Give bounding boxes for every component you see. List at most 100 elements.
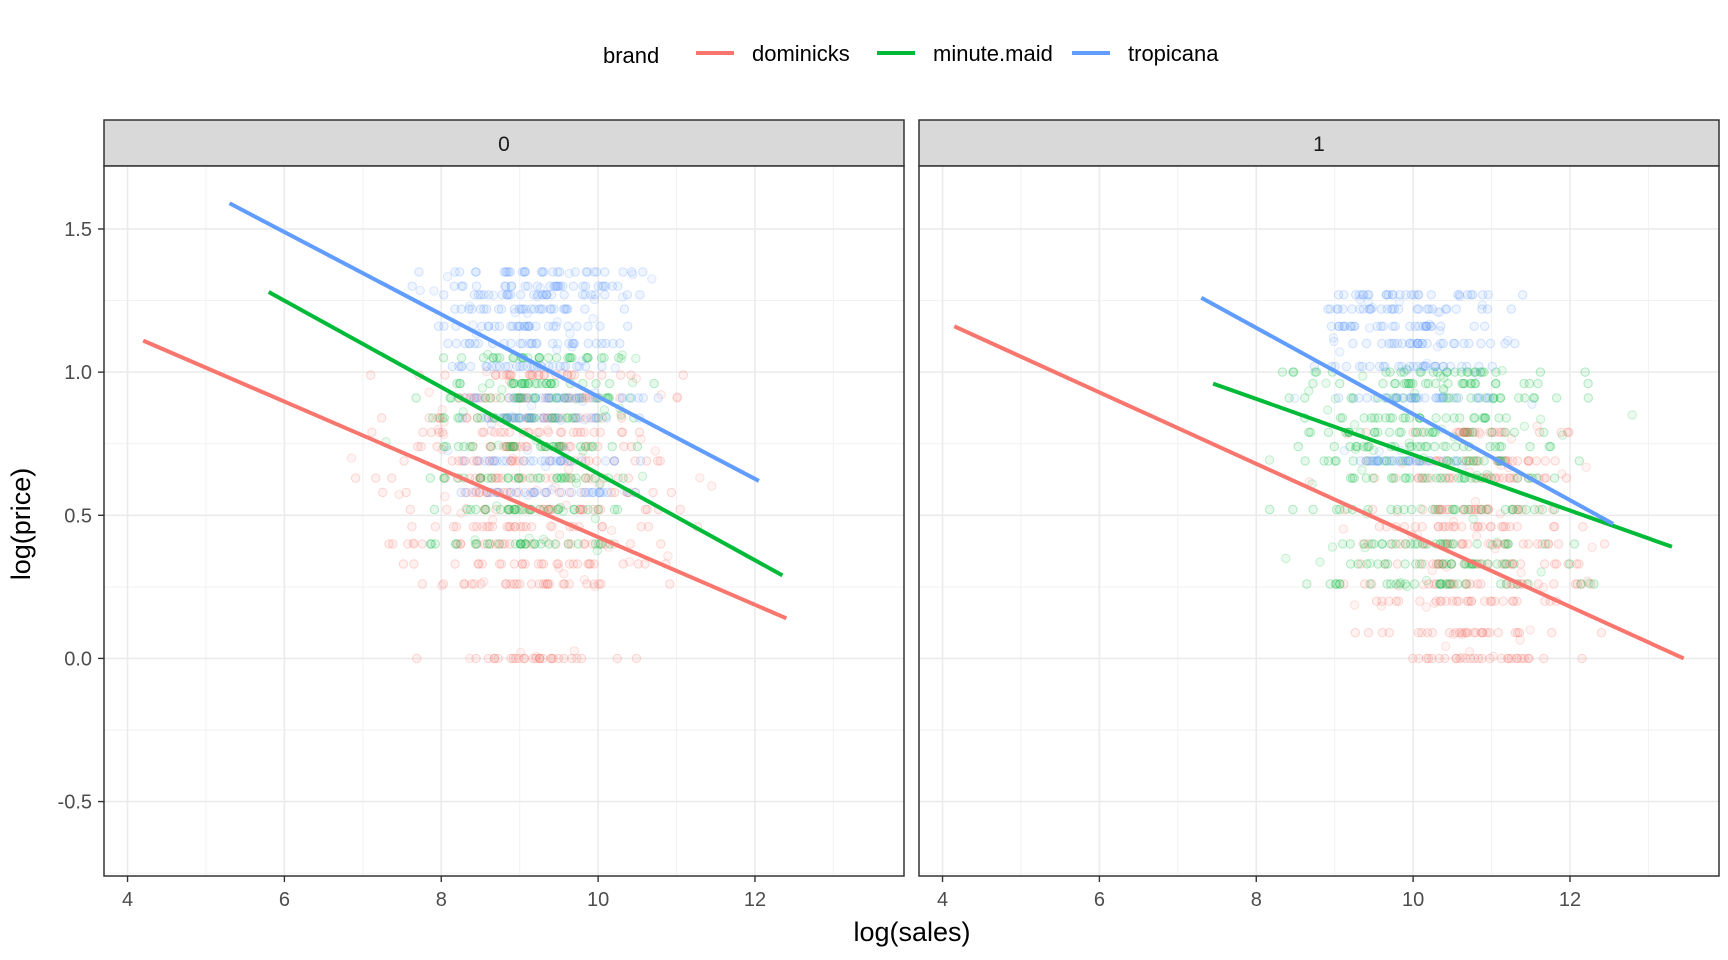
scatter-point-dominicks — [534, 370, 544, 380]
scatter-point-dominicks — [572, 559, 583, 569]
scatter-point-minute-maid — [1423, 378, 1434, 389]
scatter-point-minute-maid — [1381, 367, 1391, 377]
scatter-point-dominicks — [418, 427, 428, 437]
scatter-point-tropicana — [513, 413, 523, 423]
scatter-point-dominicks — [528, 473, 538, 483]
scatter-point-dominicks — [613, 473, 623, 483]
scatter-point-tropicana — [638, 393, 648, 403]
scatter-point-minute-maid — [1433, 504, 1443, 515]
scatter-point-tropicana — [1326, 321, 1337, 331]
facet-strip — [918, 119, 1720, 167]
scatter-point-minute-maid — [565, 473, 575, 483]
x-tick-label: 12 — [1559, 889, 1581, 911]
scatter-point-minute-maid — [1348, 456, 1359, 466]
scatter-point-minute-maid — [571, 478, 582, 488]
scatter-point-minute-maid — [1386, 504, 1396, 515]
scatter-point-tropicana — [1482, 393, 1492, 403]
scatter-point-dominicks — [581, 413, 592, 423]
scatter-point-dominicks — [1417, 522, 1428, 532]
scatter-point-dominicks — [1423, 653, 1434, 664]
scatter-point-tropicana — [1441, 304, 1452, 314]
scatter-point-dominicks — [407, 522, 417, 532]
scatter-point-dominicks — [1408, 653, 1418, 664]
scatter-point-minute-maid — [437, 413, 448, 423]
scatter-point-minute-maid — [558, 506, 568, 516]
scatter-point-tropicana — [586, 413, 596, 423]
scatter-point-tropicana — [529, 304, 540, 314]
scatter-point-tropicana — [471, 486, 481, 496]
scatter-point-dominicks — [460, 487, 470, 498]
scatter-point-tropicana — [570, 413, 581, 423]
scatter-point-dominicks — [366, 370, 376, 380]
scatter-point-minute-maid — [1409, 388, 1420, 398]
scatter-point-tropicana — [469, 393, 480, 403]
scatter-point-dominicks — [504, 441, 515, 452]
scatter-point-dominicks — [1533, 539, 1543, 549]
scatter-point-minute-maid — [520, 539, 530, 549]
scatter-point-dominicks — [559, 579, 570, 589]
scatter-point-minute-maid — [590, 539, 601, 549]
scatter-point-minute-maid — [528, 393, 538, 403]
scatter-point-dominicks — [1408, 427, 1418, 437]
scatter-point-dominicks — [648, 487, 658, 498]
scatter-point-tropicana — [1395, 290, 1405, 300]
scatter-point-dominicks — [553, 503, 564, 514]
scatter-point-dominicks — [505, 376, 515, 386]
scatter-point-tropicana — [484, 456, 494, 466]
scatter-point-tropicana — [464, 304, 474, 314]
scatter-point-dominicks — [624, 557, 635, 567]
scatter-point-dominicks — [413, 441, 423, 452]
scatter-point-tropicana — [1441, 304, 1451, 314]
scatter-point-dominicks — [575, 504, 585, 515]
scatter-point-minute-maid — [1482, 469, 1492, 480]
scatter-point-minute-maid — [559, 393, 569, 403]
scatter-point-dominicks — [451, 522, 462, 532]
scatter-point-dominicks — [581, 441, 591, 452]
scatter-point-dominicks — [1461, 579, 1472, 589]
scatter-point-minute-maid — [1417, 559, 1427, 569]
scatter-point-minute-maid — [1472, 539, 1482, 549]
scatter-point-minute-maid — [1437, 579, 1447, 589]
scatter-point-minute-maid — [1306, 427, 1316, 437]
scatter-point-tropicana — [531, 338, 541, 349]
scatter-point-dominicks — [504, 522, 514, 532]
scatter-point-dominicks — [1499, 427, 1509, 437]
scatter-point-dominicks — [1415, 596, 1425, 606]
scatter-point-tropicana — [548, 321, 558, 331]
scatter-point-dominicks — [1523, 456, 1533, 466]
scatter-point-tropicana — [532, 281, 542, 291]
scatter-point-tropicana — [1454, 290, 1465, 300]
scatter-point-dominicks — [521, 539, 531, 549]
scatter-point-tropicana — [1405, 456, 1415, 466]
scatter-point-minute-maid — [595, 478, 605, 489]
scatter-point-minute-maid — [1430, 378, 1441, 389]
scatter-point-tropicana — [587, 487, 597, 498]
scatter-point-dominicks — [516, 473, 526, 483]
y-tick-label: -0.5 — [58, 792, 92, 814]
scatter-point-tropicana — [455, 267, 465, 277]
scatter-point-tropicana — [473, 456, 483, 466]
scatter-point-minute-maid — [1565, 559, 1575, 569]
scatter-point-tropicana — [1485, 338, 1496, 349]
scatter-point-minute-maid — [1398, 456, 1408, 466]
scatter-point-dominicks — [630, 456, 640, 466]
scatter-point-dominicks — [1366, 579, 1377, 589]
scatter-point-dominicks — [456, 539, 466, 549]
scatter-point-tropicana — [504, 393, 515, 403]
scatter-point-dominicks — [1434, 559, 1444, 569]
scatter-point-dominicks — [377, 413, 387, 423]
scatter-point-minute-maid — [1520, 393, 1530, 403]
scatter-point-tropicana — [567, 342, 577, 352]
scatter-point-dominicks — [1451, 653, 1461, 664]
scatter-point-dominicks — [579, 427, 589, 437]
scatter-point-minute-maid — [495, 353, 505, 363]
scatter-point-dominicks — [527, 370, 537, 380]
scatter-point-minute-maid — [530, 393, 540, 403]
scatter-point-dominicks — [514, 456, 524, 466]
scatter-point-dominicks — [514, 487, 524, 498]
scatter-point-dominicks — [1446, 559, 1457, 569]
scatter-point-dominicks — [554, 563, 564, 573]
scatter-point-minute-maid — [1458, 378, 1469, 389]
scatter-point-dominicks — [460, 579, 470, 589]
scatter-point-dominicks — [583, 559, 593, 569]
